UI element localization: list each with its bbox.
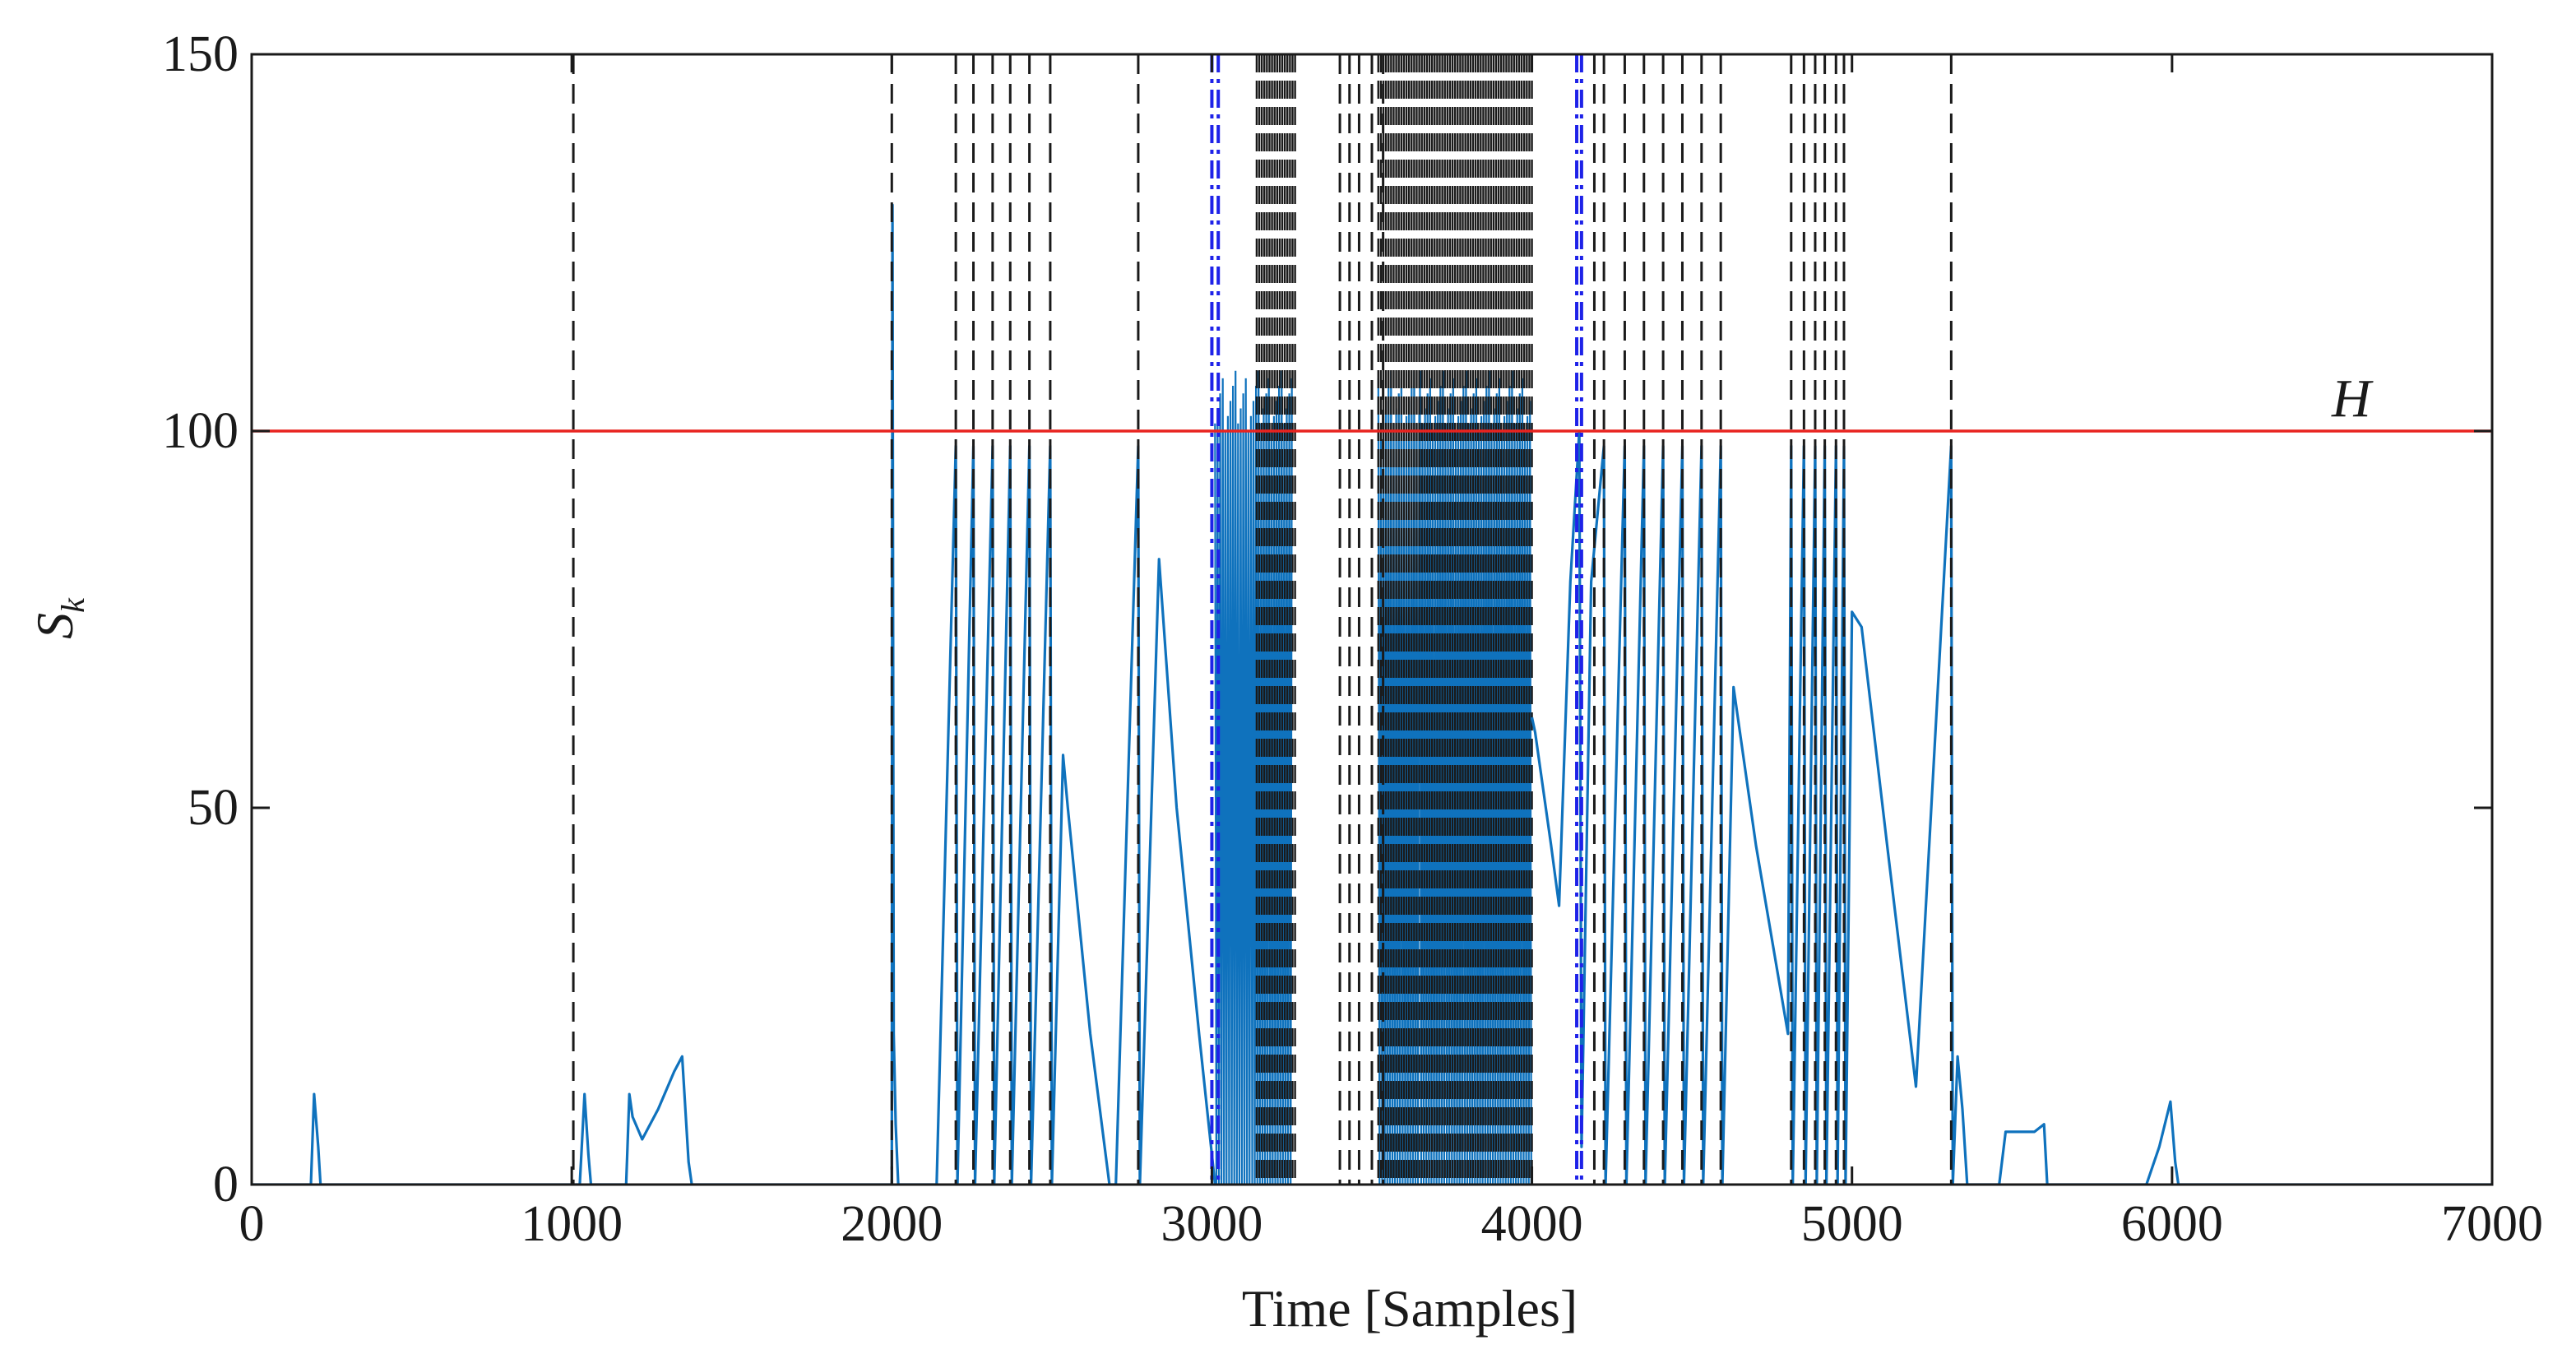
x-tick-label: 0 (239, 1196, 265, 1252)
x-tick-label: 3000 (1161, 1196, 1263, 1252)
y-tick-label: 150 (162, 26, 239, 82)
series-line-1 (1531, 429, 2492, 1185)
series-line-0 (252, 203, 1216, 1185)
axis-ticks: 0 1000 2000 3000 4000 5000 6000 7000 0 50 100 150 (162, 26, 2543, 1252)
x-tick-label: 5000 (1801, 1196, 1903, 1252)
x-axis-title: Time [Samples] (1242, 1279, 1578, 1338)
x-tick-label: 6000 (2121, 1196, 2223, 1252)
y-axis-title-subscript: k (54, 597, 91, 613)
x-tick-label: 1000 (521, 1196, 623, 1252)
x-tick-label: 7000 (2441, 1196, 2543, 1252)
x-tick-label: 4000 (1481, 1196, 1583, 1252)
threshold-label: H (2331, 369, 2374, 429)
plot-frame (250, 53, 2494, 1186)
y-axis-title-main: S (25, 613, 84, 639)
y-tick-label: 0 (213, 1157, 239, 1213)
y-axis-title: Sk (25, 597, 91, 639)
plot-area (252, 54, 2492, 1185)
y-tick-label: 50 (188, 780, 239, 836)
x-tick-label: 2000 (841, 1196, 943, 1252)
y-tick-label: 100 (162, 403, 239, 459)
